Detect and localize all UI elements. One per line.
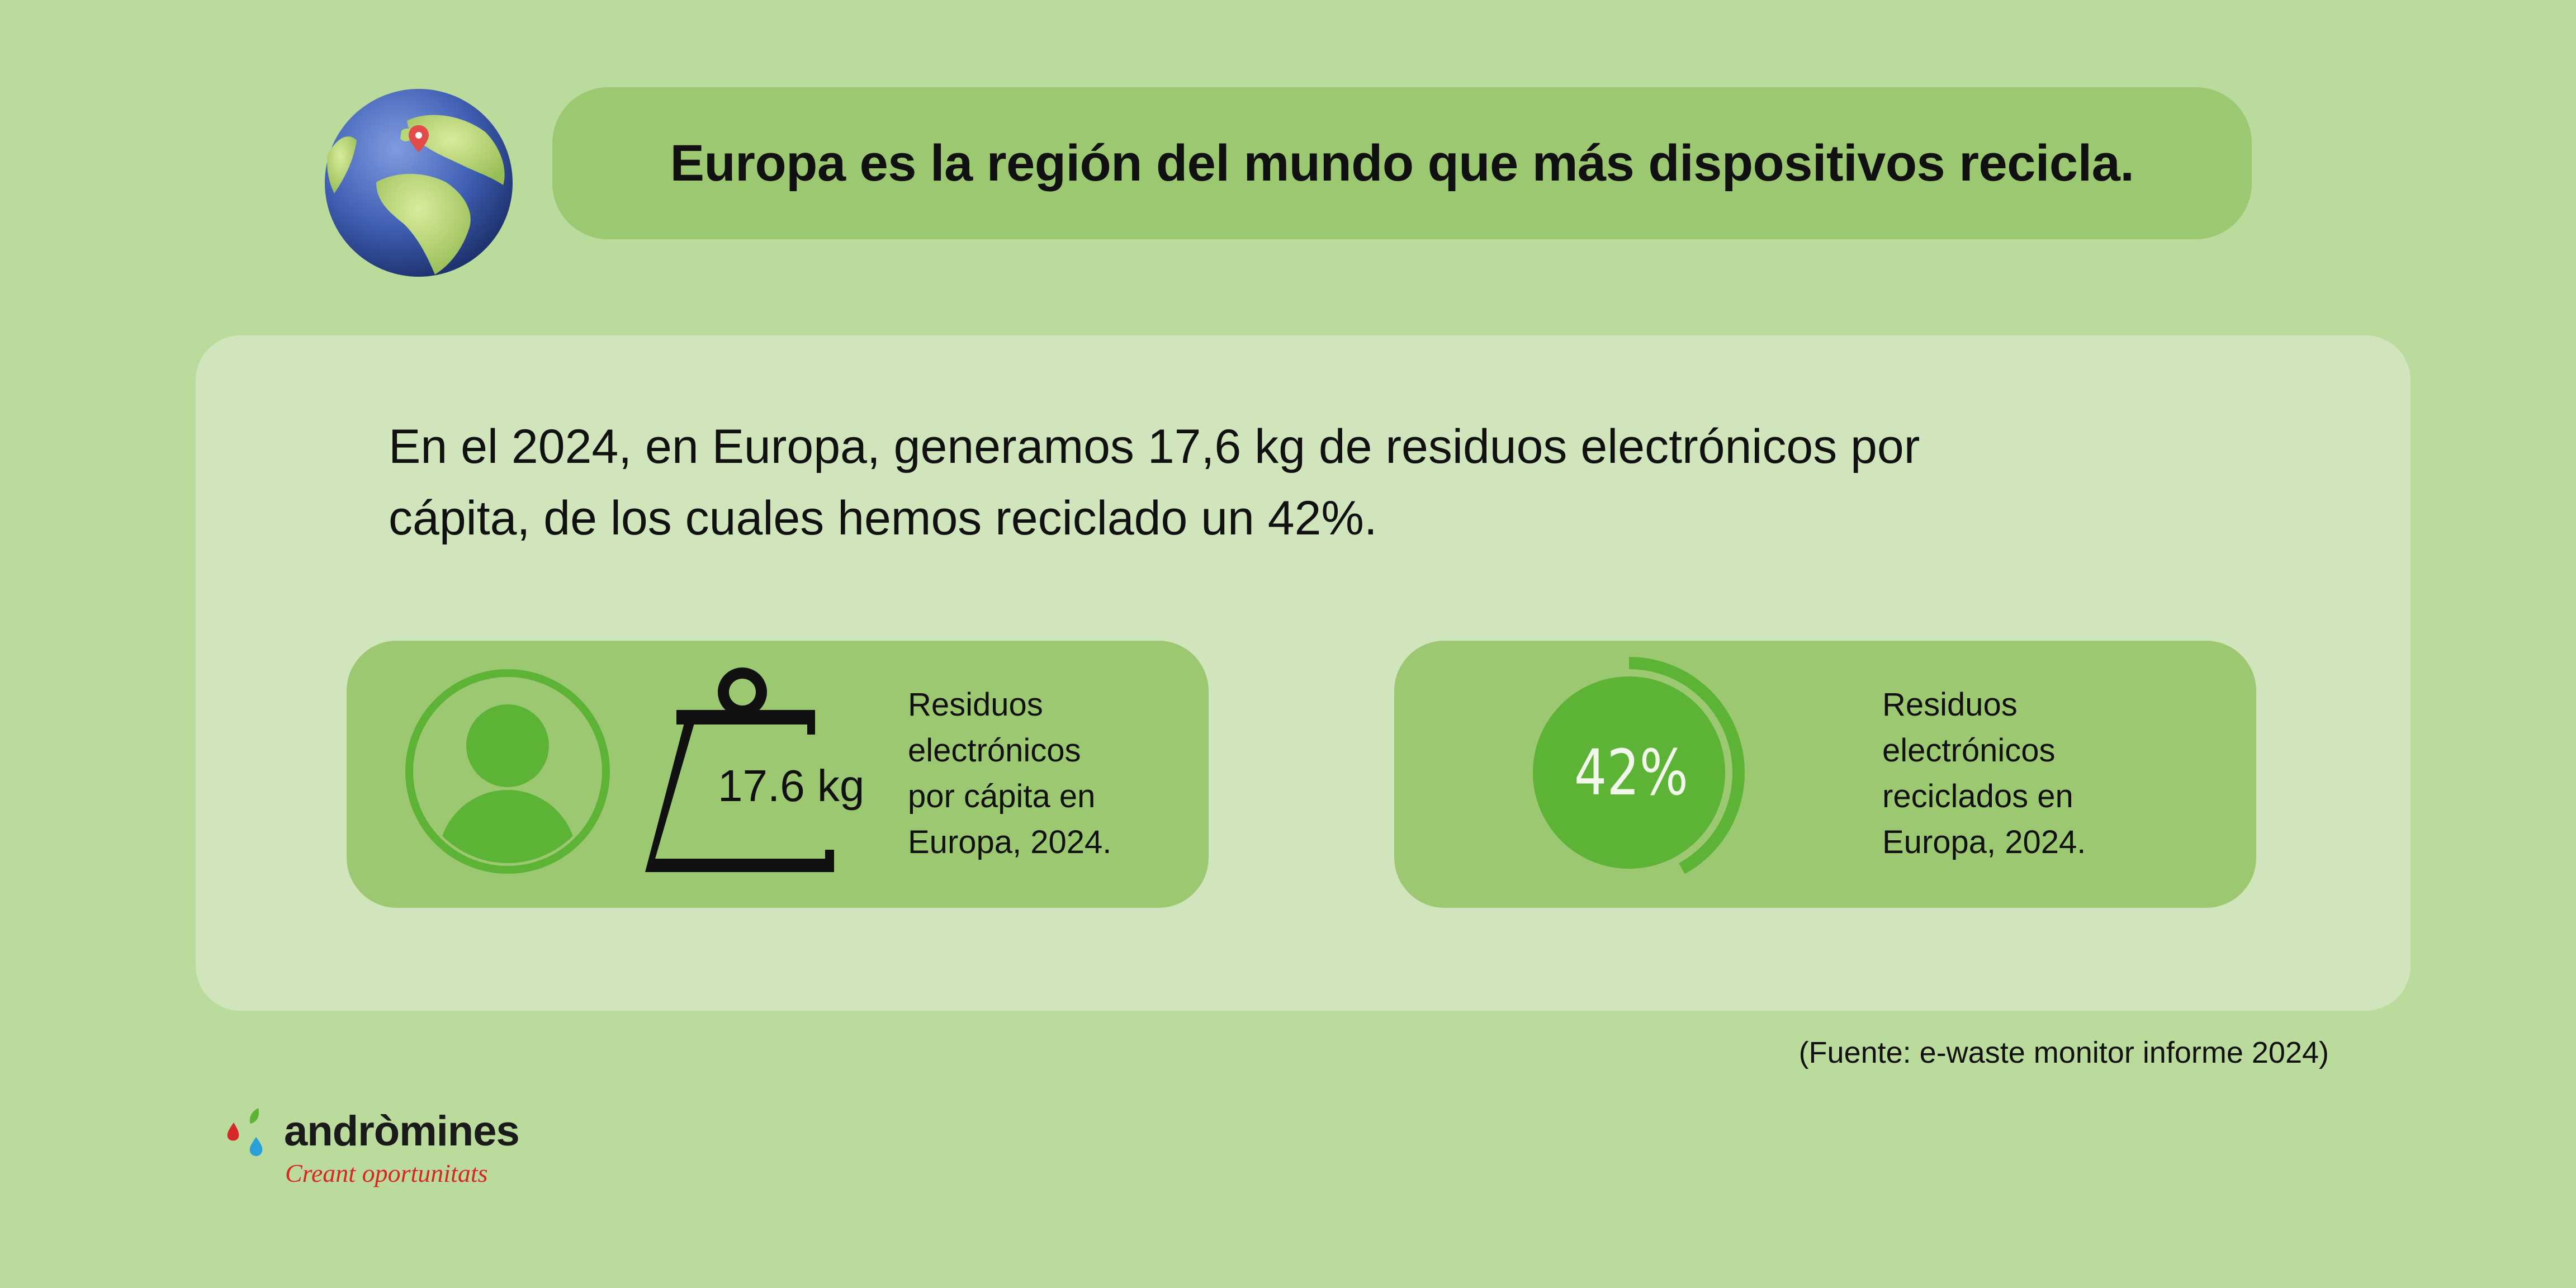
percent-label-line: Residuos [1882, 686, 2018, 723]
intro-text: En el 2024, en Europa, generamos 17,6 kg… [389, 411, 2177, 554]
globe-icon [325, 89, 513, 277]
intro-line-2: cápita, de los cuales hemos reciclado un… [389, 491, 1377, 545]
percent-label: Residuos electrónicos reciclados en Euro… [1882, 682, 2117, 865]
weight-value: 17.6 kg [718, 761, 865, 811]
weight-scale-icon [645, 667, 834, 872]
logo-name: andròmines [284, 1107, 520, 1155]
donut-progress-arc [1628, 657, 1745, 874]
weight-label-line: Europa, 2024. [908, 824, 1112, 860]
intro-line-1: En el 2024, en Europa, generamos 17,6 kg… [389, 420, 1920, 473]
weight-label-line: Residuos [908, 686, 1043, 723]
weight-label-line: electrónicos [908, 732, 1081, 769]
page-title: Europa es la región del mundo que más di… [670, 134, 2134, 192]
donut-progress-icon [1533, 657, 1745, 874]
percent-label-line: reciclados en [1882, 778, 2073, 815]
logo-tagline: Creant oportunitats [285, 1159, 488, 1187]
percent-label-line: Europa, 2024. [1882, 824, 2086, 860]
person-icon [405, 669, 610, 874]
percent-label-line: electrónicos [1882, 732, 2056, 769]
weight-label: Residuos electrónicos por cápita en Euro… [908, 682, 1143, 865]
stat-card-percent [1394, 641, 2256, 908]
percent-value: 42% [1574, 737, 1689, 809]
weight-label-line: por cápita en [908, 778, 1096, 815]
title-banner: Europa es la región del mundo que más di… [552, 87, 2252, 239]
logo-drops-icon [227, 1108, 263, 1156]
source-citation: (Fuente: e-waste monitor informe 2024) [1798, 1036, 2329, 1069]
